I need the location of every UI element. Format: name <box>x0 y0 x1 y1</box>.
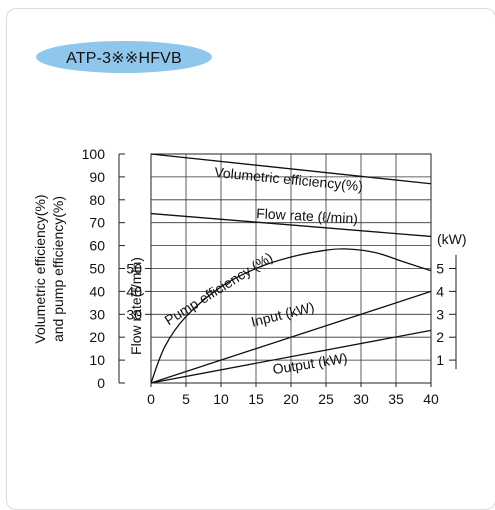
flow-axis-title: Flow rate(ℓ/min) <box>128 257 144 355</box>
x-tick-label: 20 <box>283 391 299 407</box>
power-tick-label: 3 <box>436 306 444 322</box>
x-tick-label: 40 <box>423 391 439 407</box>
grid <box>150 153 432 384</box>
power-tick-label: 1 <box>436 352 444 368</box>
x-tick-label: 15 <box>248 391 264 407</box>
x-tick-label: 0 <box>147 391 155 407</box>
efficiency-tick-label: 60 <box>89 238 105 254</box>
x-tick-label: 30 <box>353 391 369 407</box>
efficiency-tick-label: 10 <box>89 352 105 368</box>
series-line <box>150 329 432 384</box>
efficiency-axis-title-line2: and pump efficiency(%) <box>50 196 66 342</box>
model-badge: ATP-3※※HFVB <box>36 41 212 73</box>
efficiency-tick-label: 50 <box>89 261 105 277</box>
series <box>150 153 432 384</box>
power-tick-label: 2 <box>436 329 444 345</box>
efficiency-tick-label: 30 <box>89 306 105 322</box>
flow-tick-label: 50 <box>126 261 142 277</box>
performance-chart: 0 5 10 15 20 25 30 35 40010203040506070809010030… <box>32 146 467 407</box>
efficiency-tick-label: 0 <box>97 375 105 391</box>
efficiency-axis-title-line1: Volumetric efficiency(%) <box>32 194 48 343</box>
power-tick-label: 5 <box>436 261 444 277</box>
efficiency-tick-label: 40 <box>89 283 105 299</box>
series-line <box>150 212 432 238</box>
efficiency-tick-label: 70 <box>89 215 105 231</box>
efficiency-tick-label: 80 <box>89 192 105 208</box>
series-label: Output (kW) <box>271 350 348 378</box>
series-line <box>150 153 432 185</box>
chart-card <box>6 8 495 510</box>
efficiency-tick-label: 90 <box>89 169 105 185</box>
x-tick-label: 25 <box>318 391 334 407</box>
power-unit-label: (kW) <box>437 231 467 247</box>
series-label: Flow rate (ℓ/min) <box>256 205 358 226</box>
labels: 0 5 10 15 20 25 30 35 40010203040506070809010030… <box>32 146 467 407</box>
efficiency-tick-label: 100 <box>82 146 106 162</box>
flow-tick-label: 30 <box>126 306 142 322</box>
x-tick-label: 10 <box>213 391 229 407</box>
series-label: Input (kW) <box>249 299 316 330</box>
x-tick-label: 5 <box>182 391 190 407</box>
series-line <box>150 290 432 384</box>
flow-tick-label: 40 <box>126 283 142 299</box>
power-tick-label: 4 <box>436 283 444 299</box>
series-line <box>150 248 432 384</box>
axes <box>118 153 457 387</box>
efficiency-tick-label: 20 <box>89 329 105 345</box>
model-label: ATP-3※※HFVB <box>66 50 182 67</box>
x-tick-label: 35 <box>388 391 404 407</box>
